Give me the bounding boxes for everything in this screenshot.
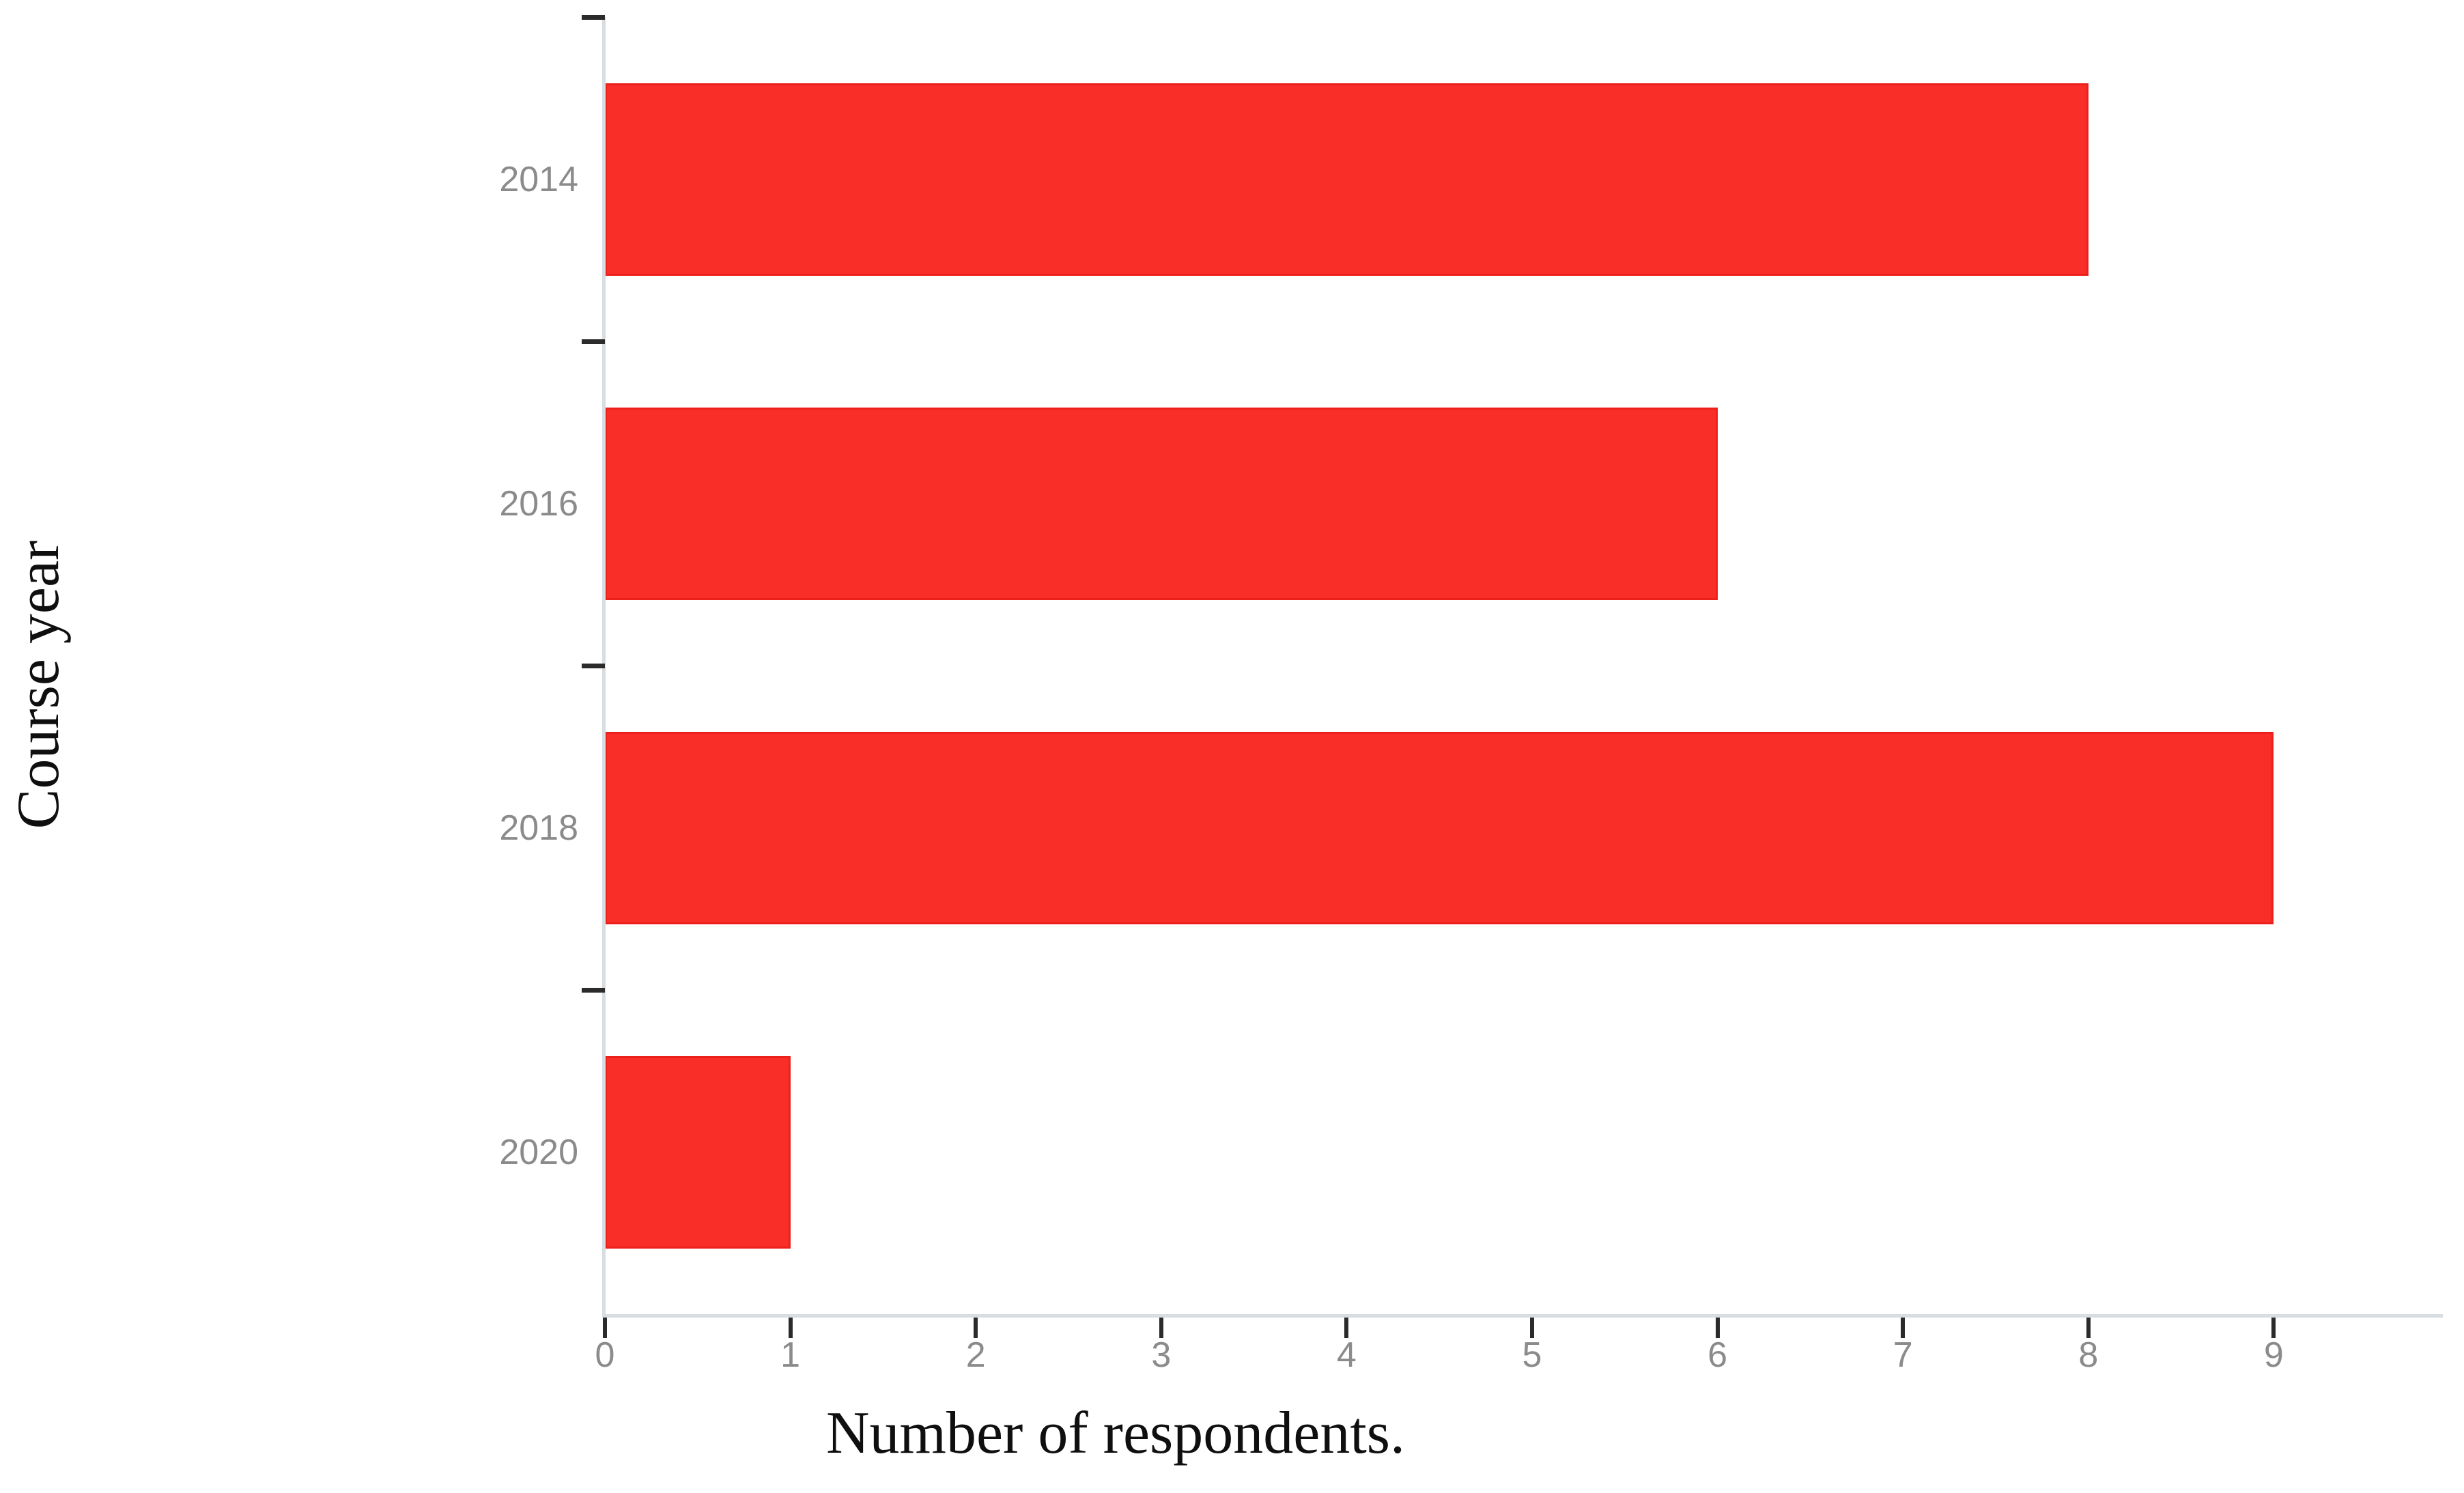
x-axis-title: Number of respondents. (825, 1400, 1406, 1466)
bar-2018 (605, 731, 2274, 924)
x-tick-label-4: 4 (1336, 1335, 1357, 1375)
category-label-2014: 2014 (499, 159, 578, 199)
x-tick-0 (603, 1318, 607, 1338)
x-tick-label-3: 3 (1151, 1335, 1172, 1375)
x-tick-label-1: 1 (780, 1335, 801, 1375)
y-tick-2014 (582, 14, 605, 20)
x-tick-8 (2086, 1318, 2091, 1338)
x-tick-9 (2271, 1318, 2276, 1338)
y-tick-2020 (582, 987, 605, 993)
x-tick-label-9: 9 (2263, 1335, 2284, 1375)
category-label-2018: 2018 (499, 808, 578, 848)
x-tick-2 (974, 1318, 978, 1338)
bar-2020 (605, 1055, 791, 1249)
x-tick-label-7: 7 (1893, 1335, 1913, 1375)
bar-2014 (605, 83, 2088, 276)
category-label-2016: 2016 (499, 483, 578, 524)
x-tick-4 (1344, 1318, 1349, 1338)
x-tick-1 (788, 1318, 793, 1338)
x-tick-label-8: 8 (2078, 1335, 2099, 1375)
x-tick-5 (1530, 1318, 1534, 1338)
x-tick-6 (1715, 1318, 1720, 1338)
x-axis-line (602, 1314, 2443, 1318)
bar-2016 (605, 407, 1718, 600)
y-tick-2018 (582, 663, 605, 668)
x-tick-7 (1901, 1318, 1906, 1338)
x-tick-label-5: 5 (1522, 1335, 1542, 1375)
y-axis-title: Course year (5, 540, 72, 829)
x-tick-label-0: 0 (595, 1335, 615, 1375)
x-tick-3 (1159, 1318, 1163, 1338)
x-tick-label-6: 6 (1708, 1335, 1728, 1375)
category-label-2020: 2020 (499, 1132, 578, 1172)
y-tick-2016 (582, 339, 605, 344)
x-tick-label-2: 2 (965, 1335, 986, 1375)
